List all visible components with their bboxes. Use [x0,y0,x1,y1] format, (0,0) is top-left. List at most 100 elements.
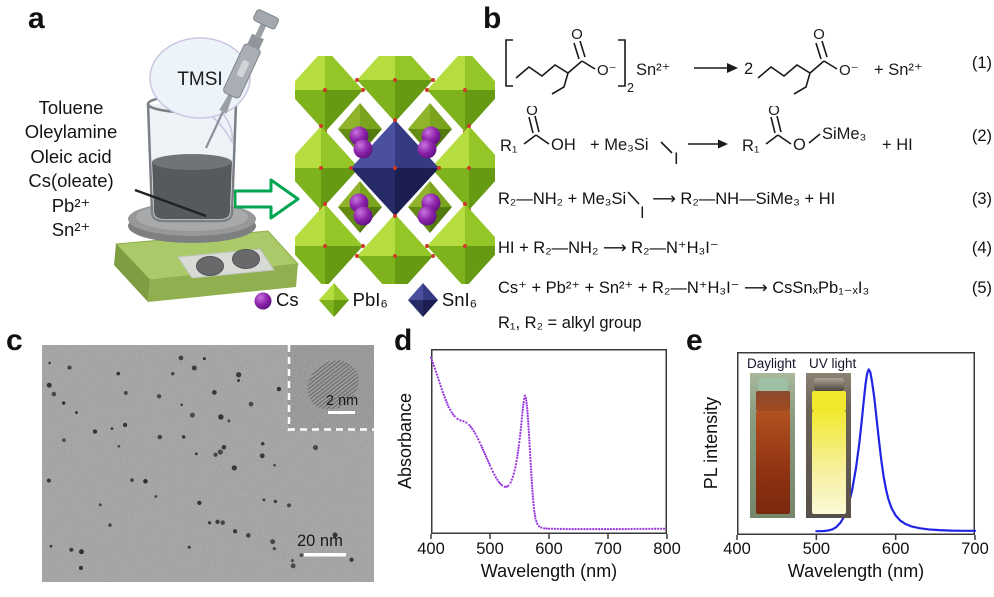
eq1-plus-sn: + Sn²⁺ [874,61,923,79]
equation-3: R₂—NH₂ + Me₃Si I ⟶ R₂—NH—SiMe₃ + HI (3) [498,176,992,223]
pl-y-axis-label: PL intensity [701,396,721,490]
beaker-illustration [146,94,238,223]
cs-sphere-icon [254,292,272,310]
panel-label-a: a [28,2,45,35]
legend-label-sni6: SnI₆ [441,289,478,310]
cuvette-cap [813,378,844,391]
equation-note: R₁, R₂ = alkyl group [498,314,642,332]
eq2-o: O [526,106,538,119]
eq2-sime3: SiMe₃ [822,125,866,143]
absorbance-x-axis-label: Wavelength (nm) [480,561,618,581]
absorbance-y-axis-label: Absorbance [395,392,415,490]
equation-5: Cs⁺ + Pb²⁺ + Sn²⁺ + R₂—N⁺H₃I⁻ ⟶ CsSnₓPb₁… [498,278,992,298]
eq3-part1: R₂—NH₂ + Me₃Si [498,189,627,208]
equation-1-structure: O O⁻ 2 Sn²⁺ 2 O O⁻ + Sn²⁺ [505,26,923,95]
eq2-iodine: I [674,150,679,166]
legend-label-pbi6: PbI₆ [352,289,388,310]
eq1-o2: O [813,26,825,43]
equation-5-number: (5) [971,278,992,297]
x-tick-label: 400 [417,540,445,558]
cuvette-photo-daylight [750,373,795,518]
equation-4: HI + R₂—NH₂ ⟶ R₂—N⁺H₃I⁻ (4) [498,238,992,258]
tem-inset: 2 nm [287,345,374,431]
eq1-sn: Sn²⁺ [636,61,670,79]
tem-scalebar-label: 20 nm [297,532,343,550]
x-tick-label: 700 [594,540,622,558]
eq2-o2: O [768,106,780,119]
cuvette-cap [757,378,788,391]
reagent-item: Toluene [38,97,104,118]
inset-scalebar-label: 2 nm [326,393,358,409]
eq4-text: HI + R₂—NH₂ ⟶ R₂—N⁺H₃I⁻ [498,239,719,257]
panel-label-c: c [6,324,23,357]
cuvette-photo-uv [806,373,851,518]
eq1-o-minus2: O⁻ [839,62,859,79]
nanocrystal-dots [46,355,354,570]
reaction-arrow-icon [234,178,300,220]
eq1-o-minus: O⁻ [597,62,617,79]
inset-dashed-border [287,345,374,431]
x-tick-label: 600 [881,540,910,558]
tem-image: 2 nm 20 nm [42,345,374,582]
micropipette-icon [205,9,279,149]
absorbance-plot [429,349,668,539]
panel-label-e: e [686,324,703,357]
eq5-text: Cs⁺ + Pb²⁺ + Sn²⁺ + R₂—N⁺H₃I⁻ ⟶ CsSnₓPb₁… [498,279,870,297]
eq1-coeff: 2 [744,60,753,78]
cuvette-neck [811,391,846,411]
inset-scalebar [328,411,355,414]
equation-2-structure: R₁ O OH + Me₃Si I R₁ O O SiMe₃ + HI [500,106,913,166]
hotplate-knob [232,249,260,269]
x-tick-label: 700 [961,540,989,558]
sni6-octahedron-icon [407,283,438,317]
equation-2-number: (2) [971,126,992,145]
equation-3-number: (3) [971,189,992,208]
x-tick-label: 400 [723,540,751,558]
cuvette-liquid-daylight [755,411,790,514]
synthesis-apparatus-illustration: TMSI [114,9,300,302]
equation-2: R₁ O OH + Me₃Si I R₁ O O SiMe₃ + HI (2) [498,106,992,166]
x-tick-label: 500 [802,540,831,558]
panel-label-b: b [483,2,502,35]
eq2-r1b: R₁ [742,137,760,155]
reagent-item: Cs(oleate) [28,170,114,192]
reagent-list: Toluene Oleylamine Oleic acid Cs(oleate)… [0,96,142,242]
eq1-sub2: 2 [627,81,634,95]
perovskite-structure-illustration [295,56,495,284]
cuvette-neck [755,391,790,411]
reagent-item: Pb²⁺ [51,194,91,216]
photo-label-daylight: Daylight [747,356,796,371]
reagent-pointer-line [134,188,207,218]
equation-1: O O⁻ 2 Sn²⁺ 2 O O⁻ + Sn²⁺ (1) [498,26,992,100]
panel-label-d: d [394,324,413,357]
eq3-iodine: I [640,204,645,222]
eq2-r1: R₁ [500,137,518,155]
hotplate-knob [196,256,224,276]
legend-label-cs: Cs [276,289,299,310]
pbi6-octahedron-icon [318,283,349,317]
photo-label-uv: UV light [809,356,857,371]
eq2-o-link: O [793,136,806,154]
eq3-si-i-bond: I [627,191,645,222]
equation-1-number: (1) [971,53,992,72]
eq2-oh: OH [551,136,576,154]
pl-x-ticks: 400 500 600 700 [723,540,989,560]
cuvette-liquid-uv [811,411,846,514]
eq2-plus-hi: + HI [882,136,913,154]
x-tick-label: 800 [653,540,681,558]
x-tick-label: 600 [535,540,563,558]
hotplate-illustration [114,230,300,302]
reaction-equations: O O⁻ 2 Sn²⁺ 2 O O⁻ + Sn²⁺ (1) [498,26,992,333]
tem-scalebar [304,553,346,557]
eq3-part2: ⟶ R₂—NH—SiMe₃ + HI [652,190,836,208]
eq2-plus-me3si: + Me₃Si [590,136,649,154]
reagent-item: Sn²⁺ [51,219,91,241]
reagent-item: Oleic acid [30,145,112,167]
reagent-item: Oleylamine [24,121,118,143]
absorbance-x-ticks: 400 500 600 700 800 [417,540,681,560]
structure-legend: Cs PbI₆ SnI₆ [252,281,487,319]
equation-4-number: (4) [971,238,992,257]
eq1-o: O [571,26,583,43]
tmsi-label: TMSI [177,69,222,90]
